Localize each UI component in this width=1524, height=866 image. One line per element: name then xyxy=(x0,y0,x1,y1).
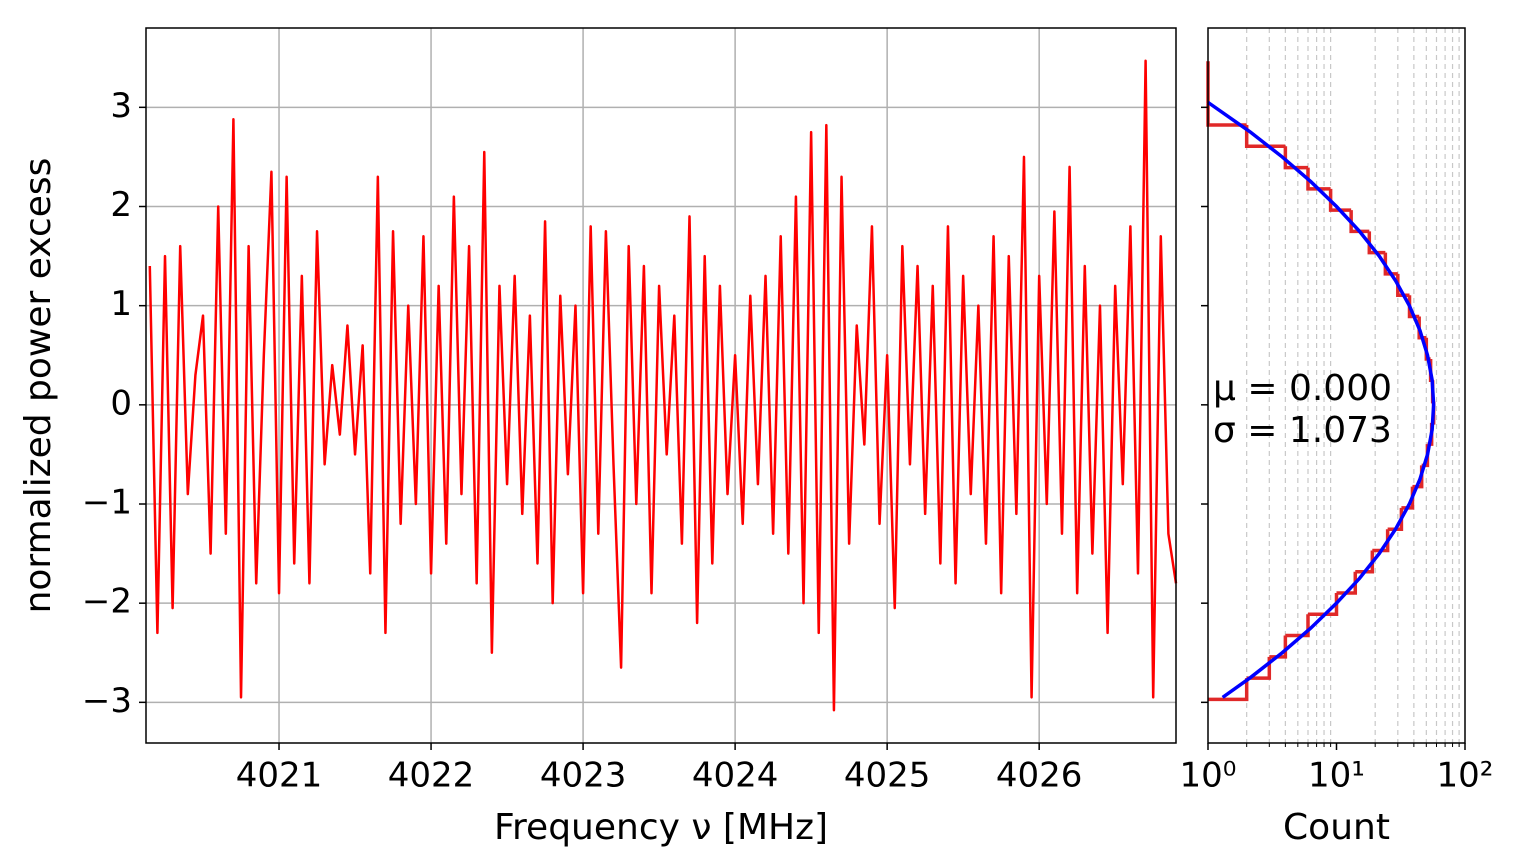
hist-step xyxy=(1336,571,1358,595)
annotation: μ = 0.000 xyxy=(1213,368,1392,409)
hist-step xyxy=(1372,529,1390,553)
hist-step xyxy=(1307,593,1339,617)
hist-step xyxy=(1407,295,1420,319)
hist-step xyxy=(1349,210,1370,234)
x-tick-label: 4025 xyxy=(844,756,931,796)
hist-step xyxy=(1328,188,1352,212)
hist-step xyxy=(1306,167,1331,191)
signal-line xyxy=(148,59,1178,712)
x-tick-label: 10⁰ xyxy=(1180,756,1237,796)
x-tick-label: 4022 xyxy=(388,756,475,796)
axes-frame xyxy=(145,27,1177,744)
hist-step xyxy=(1355,550,1375,574)
x-axis-label: Frequency ν [MHz] xyxy=(494,807,828,848)
hist-step xyxy=(1383,252,1398,276)
x-tick-label: 4023 xyxy=(540,756,627,796)
y-tick-label: −1 xyxy=(82,483,132,523)
hist-step xyxy=(1387,507,1404,531)
y-tick-label: 2 xyxy=(110,185,132,225)
y-tick-label: 0 xyxy=(110,383,132,423)
hist-step xyxy=(1208,678,1249,702)
hist-step xyxy=(1283,146,1308,170)
x-tick-label: 4024 xyxy=(692,756,779,796)
hist-step xyxy=(1285,614,1310,638)
hist-step xyxy=(1367,231,1386,255)
y-tick-label: −2 xyxy=(82,582,132,622)
hist-step xyxy=(1244,125,1286,149)
x-tick-label: 4026 xyxy=(996,756,1083,796)
y-axis-label: normalized power excess xyxy=(18,158,59,614)
y-tick-label: −3 xyxy=(82,681,132,721)
x-axis-label: Count xyxy=(1283,807,1390,848)
x-tick-label: 10¹ xyxy=(1308,756,1365,796)
x-tick-label: 10² xyxy=(1437,756,1494,796)
hist-step xyxy=(1396,273,1410,297)
y-tick-label: 1 xyxy=(110,284,132,324)
fit-curve xyxy=(1206,100,1436,699)
y-tick-label: 3 xyxy=(110,86,132,126)
annotation: σ = 1.073 xyxy=(1213,410,1392,451)
x-tick-label: 4021 xyxy=(236,756,323,796)
